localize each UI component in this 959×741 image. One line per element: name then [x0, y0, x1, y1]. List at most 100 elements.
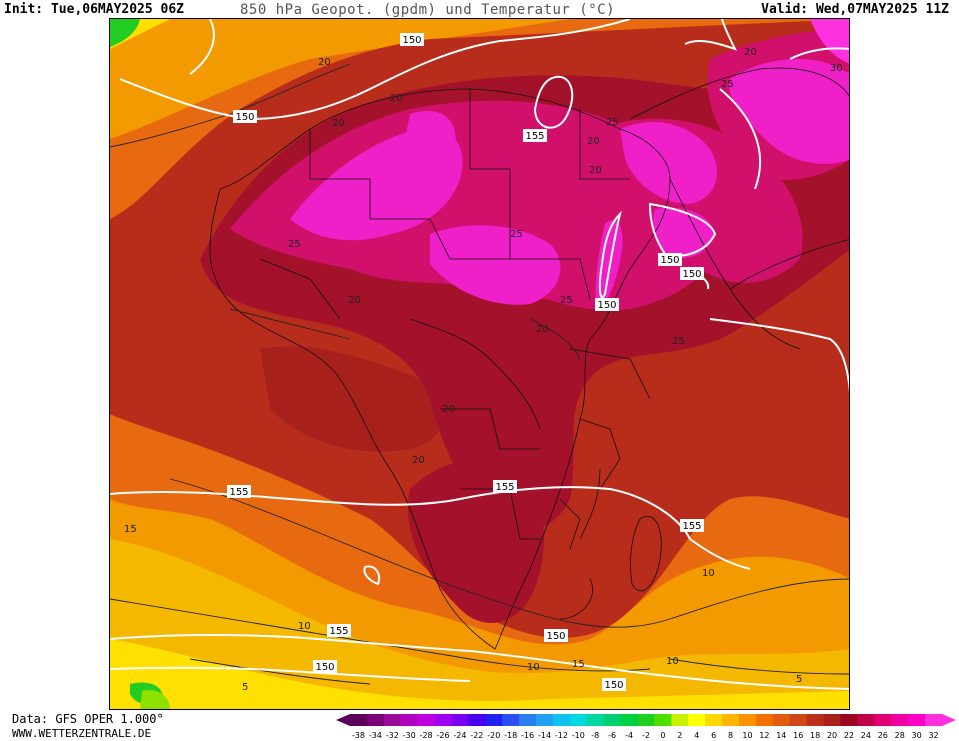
colorbar-tick-label: 18	[810, 731, 820, 740]
colorbar-tick-label: -24	[453, 731, 466, 740]
colorbar-tick-label: -10	[572, 731, 585, 740]
temperature-colorbar: -38 -34 -32 -30 -28 -26 -24 -22 -20 -18 -16 -14 -12-…	[336, 714, 956, 740]
colorbar-tick-label: -26	[436, 731, 449, 740]
colorbar-swatch	[434, 714, 452, 726]
colorbar-tick-label: 30	[912, 731, 922, 740]
data-source-label: Data: GFS OPER 1.000°	[12, 712, 164, 726]
temperature-label: 20	[390, 93, 403, 104]
geopotential-label: 155	[525, 131, 544, 142]
temperature-label: 10	[298, 621, 311, 632]
geopotential-label: 155	[495, 482, 514, 493]
colorbar-tick-label: -4	[625, 731, 633, 740]
colorbar-tick-label: 28	[895, 731, 905, 740]
geopotential-label: 155	[229, 487, 248, 498]
temperature-label: 25	[510, 229, 523, 240]
fill-20-25-dark-a	[260, 346, 446, 452]
colorbar-swatch	[891, 714, 909, 726]
geopotential-label: 155	[329, 626, 348, 637]
colorbar-tick-label: 24	[861, 731, 871, 740]
fill-35plus-egypt	[620, 121, 718, 204]
valid-time-label: Valid: Wed,07MAY2025 11Z	[761, 2, 949, 17]
map-title: 850 hPa Geopot. (gpdm) und Temperatur (°…	[240, 2, 616, 18]
colorbar-swatch	[671, 714, 689, 726]
fill-35plus-arabia-a	[653, 207, 715, 258]
temperature-label: 20	[412, 455, 425, 466]
colorbar-arrow-right	[942, 714, 956, 726]
colorbar-swatch	[586, 714, 605, 726]
geopotential-label: 155	[682, 521, 701, 532]
colorbar-swatch	[383, 714, 402, 726]
colorbar-swatch	[485, 714, 503, 726]
geopotential-label: 150	[597, 300, 616, 311]
colorbar-swatch	[806, 714, 824, 726]
temperature-label: 25	[288, 239, 301, 250]
colorbar-tick-label: 10	[742, 731, 752, 740]
colorbar-swatch	[722, 714, 740, 726]
colorbar-tick-label: -32	[386, 731, 399, 740]
temperature-label: 5	[242, 682, 248, 693]
fill-under-5	[110, 639, 849, 709]
temperature-label: 10	[527, 662, 540, 673]
colorbar-swatch	[857, 714, 875, 726]
geopotential-label: 150	[546, 631, 565, 642]
colorbar-tick-label: 26	[878, 731, 888, 740]
temperature-label: 25	[721, 79, 734, 90]
colorbar-swatch	[400, 714, 419, 726]
init-time-label: Init: Tue,06MAY2025 06Z	[4, 2, 185, 17]
colorbar-tick-label: 2	[677, 731, 682, 740]
temperature-label: 20	[744, 47, 757, 58]
website-label: WWW.WETTERZENTRALE.DE	[12, 727, 152, 740]
temperature-label: 20	[589, 165, 602, 176]
temperature-geopotential-map: 150 150 155 150 150 150 155 155 155 155 …	[110, 19, 849, 709]
geopotential-label: 150	[660, 255, 679, 266]
colorbar-swatch	[366, 714, 385, 726]
temperature-label: 15	[124, 524, 137, 535]
weather-map[interactable]: 150 150 155 150 150 150 155 155 155 155 …	[109, 18, 850, 710]
colorbar-swatch	[925, 714, 943, 726]
colorbar-tick-label: -12	[555, 731, 568, 740]
colorbar-tick-label: -28	[420, 731, 433, 740]
colorbar-swatch	[451, 714, 469, 726]
geopotential-label: 150	[402, 35, 421, 46]
temperature-label: 20	[442, 404, 455, 415]
borders	[209, 67, 849, 650]
colorbar-swatch	[772, 714, 791, 726]
temperature-label: 20	[587, 136, 600, 147]
fill-cool-sw	[140, 690, 170, 709]
temperature-label-group: 20 20 20 25 25 25 25 20 20 25 20 20 20 1…	[124, 47, 843, 693]
fill-35plus-nw	[405, 110, 456, 160]
fill-35plus-central	[430, 225, 561, 305]
colorbar-tick-label: 0	[660, 731, 665, 740]
temperature-label: 25	[672, 336, 685, 347]
colorbar-swatch	[569, 714, 588, 726]
colorbar-swatch	[637, 714, 655, 726]
colorbar-swatch	[823, 714, 841, 726]
colorbar-swatch	[908, 714, 926, 726]
colorbar-tick-label: 20	[827, 731, 837, 740]
colorbar-swatch	[688, 714, 706, 726]
temperature-label: 5	[796, 674, 802, 685]
geopotential-label: 150	[235, 112, 254, 123]
colorbar-tick-label: -20	[487, 731, 500, 740]
temperature-label: 20	[536, 324, 549, 335]
colorbar-tick-label: -30	[403, 731, 416, 740]
temperature-label: 20	[318, 57, 331, 68]
colorbar-tick-label: 8	[728, 731, 733, 740]
colorbar-tick-label: -16	[521, 731, 534, 740]
colorbar-swatch	[840, 714, 858, 726]
colorbar-swatch	[350, 714, 368, 726]
geopotential-contours	[110, 19, 849, 690]
colorbar-tick-label: -14	[538, 731, 551, 740]
colorbar-tick-label: 14	[776, 731, 786, 740]
colorbar-tick-label: -22	[470, 731, 483, 740]
temperature-label: 25	[560, 295, 573, 306]
colorbar-swatch	[654, 714, 672, 726]
colorbar-swatch	[552, 714, 571, 726]
colorbar-tick-label: 6	[711, 731, 716, 740]
colorbar-tick-label: 12	[759, 731, 769, 740]
colorbar-tick-label: 32	[928, 731, 938, 740]
temperature-label: 20	[332, 118, 345, 129]
colorbar-swatch	[468, 714, 486, 726]
colorbar-tick-label: 16	[793, 731, 803, 740]
temperature-label: 30	[830, 63, 843, 74]
